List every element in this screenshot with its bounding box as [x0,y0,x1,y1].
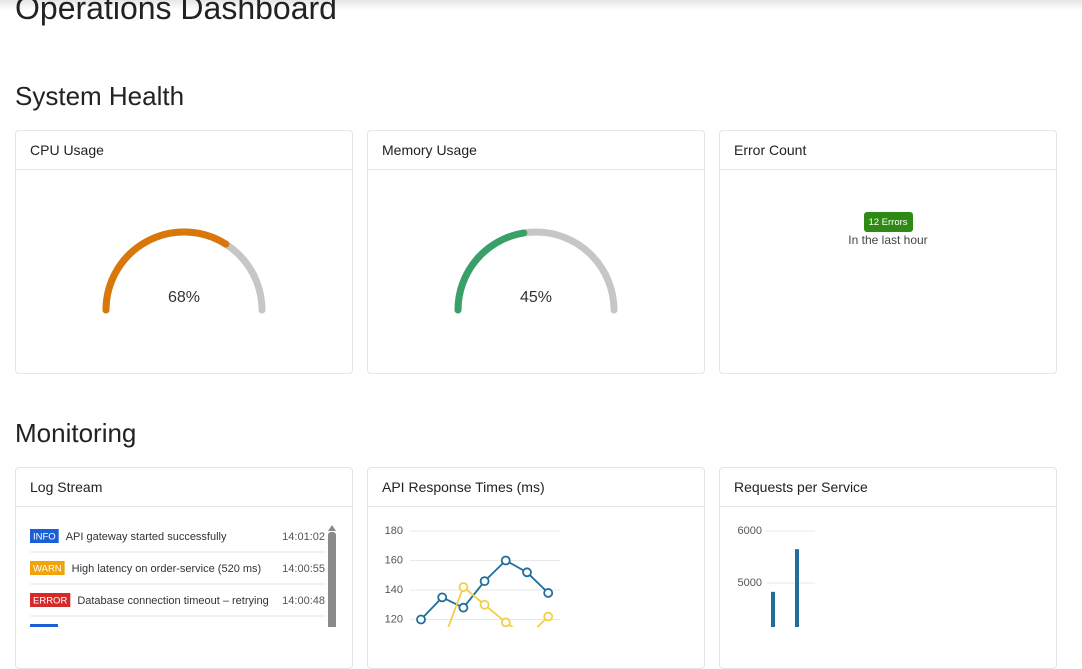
error-badge [864,212,913,232]
data-point [458,602,469,613]
scroll-up-arrow[interactable] [328,525,336,531]
log-time: 14:00:48 [282,595,325,607]
bar [771,591,775,627]
card: Error Count [719,130,1057,374]
card-title: Requests per Service [720,468,1056,507]
y-tick-label: 160 [385,554,403,566]
log-message: Database connection timeout – retrying [77,595,268,607]
error-badge-text: 12 Errors [868,217,907,228]
data-point [479,599,490,610]
gauge-label: 68% [168,289,200,306]
error-caption: In the last hour [848,233,927,247]
log-message: API gateway started successfully [66,531,227,543]
section-title: System Health [15,81,185,111]
page-title: Operations Dashboard [15,0,337,26]
y-tick-label: 5000 [738,577,762,589]
card-title: Log Stream [16,468,352,507]
data-point [479,576,490,587]
section-title: Monitoring [15,418,137,448]
log-time: 14:01:02 [282,531,325,543]
scrollbar-thumb[interactable] [328,532,336,627]
card-title: CPU Usage [16,131,352,170]
data-point [522,567,532,578]
card: Memory Usage [367,130,705,374]
y-tick-label: 120 [385,613,403,625]
card-title: Error Count [720,131,1056,170]
y-tick-label: 180 [385,525,403,537]
log-level: WARN [33,564,62,575]
y-tick-label: 140 [385,584,403,596]
card-title: API Response Times (ms) [368,468,704,507]
log-badge [30,529,59,543]
widgets: 12 Errors In the last hour 68% 45% INFO API… [30,212,928,627]
data-point [458,582,469,592]
log-badge [30,593,71,607]
bar [795,549,799,627]
card-title: Memory Usage [368,131,704,170]
data-point [416,614,426,625]
data-point [500,555,511,566]
log-level: ERROR [33,596,67,607]
data-point [437,592,448,603]
gauge-label: 45% [520,289,552,306]
data-point [543,611,554,622]
data-point [543,588,554,598]
card: CPU Usage [15,130,353,374]
gauge-value-arc [454,229,528,314]
log-badge [30,624,58,627]
gauge-value-arc [102,228,230,314]
data-point [500,617,511,627]
y-tick-label: 6000 [738,525,762,537]
top-shadow [0,0,1082,10]
log-time: 14:00:55 [282,563,325,575]
log-message: High latency on order-service (520 ms) [72,563,262,575]
log-badge [30,561,65,575]
log-level: INFO [33,532,56,543]
